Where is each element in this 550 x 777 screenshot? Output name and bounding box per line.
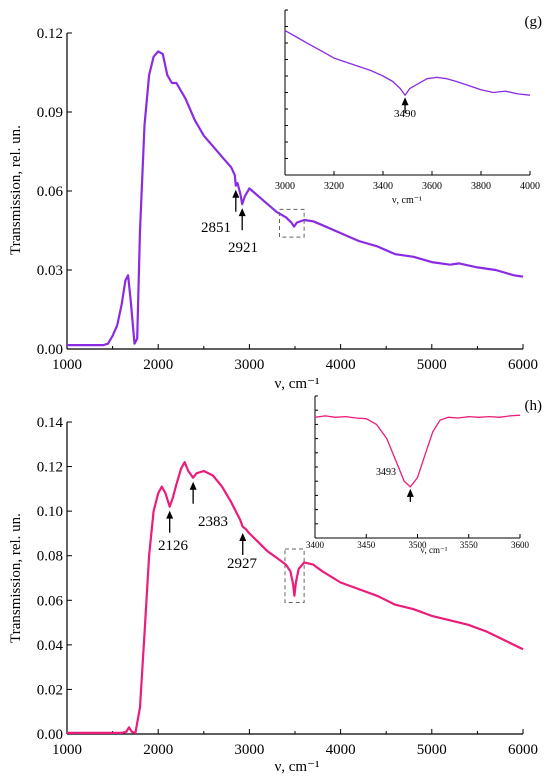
panel-h-xtick-label: 1000	[52, 742, 82, 758]
panel-g-xtick-label: 5000	[417, 357, 447, 373]
panel-g-inset-xlabel: ν, cm⁻¹	[392, 195, 422, 206]
panel-h: Transmission, rel. un. ν, cm⁻¹ (h) 2126 …	[8, 398, 542, 775]
panel-g-arrow-2921-head	[238, 208, 246, 217]
panel-h-ytick-label: 0.02	[37, 682, 63, 698]
panel-h-annotation-2383: 2383	[198, 514, 228, 530]
panel-h-inset-xlabel: ν, cm⁻¹	[420, 545, 447, 555]
panel-h-inset-annotation: 3493	[376, 467, 396, 478]
panel-h-inset-arrow-head	[406, 488, 414, 497]
panel-h-xtick-label: 3000	[234, 742, 264, 758]
panel-g-inset-xtick-label: 3000	[275, 181, 295, 192]
panel-h-xlabel: ν, cm⁻¹	[274, 759, 319, 775]
panel-h-annotation-2927: 2927	[227, 556, 258, 572]
panel-g-ytick-label: 0.09	[37, 105, 63, 121]
panel-g-label: (g)	[525, 14, 543, 30]
panel-h-annotation-2126: 2126	[158, 538, 189, 554]
panel-h-xtick-label: 2000	[143, 742, 173, 758]
panel-g-xtick-label: 3000	[234, 357, 264, 373]
panel-g-ytick-label: 0.03	[37, 263, 63, 279]
panel-g-ytick-label: 0.00	[37, 342, 63, 358]
panel-g-series-line	[67, 50, 524, 347]
panel-g-inset-xtick-label: 4000	[520, 181, 540, 192]
panel-h-arrow-2927-head	[239, 532, 247, 541]
panel-h-inset-xtick-label: 3600	[511, 540, 530, 550]
panel-g-inset-xtick-label: 3200	[324, 181, 344, 192]
panel-h-ytick-label: 0.06	[37, 593, 64, 609]
panel-h-xtick-label: 5000	[417, 742, 447, 758]
panel-h-ytick-label: 0.12	[37, 460, 63, 476]
panel-g-annotation-2921: 2921	[228, 240, 258, 256]
panel-h-ytick-label: 0.08	[37, 549, 63, 565]
panel-g-xlabel: ν, cm⁻¹	[274, 376, 319, 392]
panel-g-highlight-box	[278, 208, 305, 238]
panel-g-xtick-label: 1000	[52, 357, 82, 373]
panel-h-ytick-label: 0.00	[37, 727, 63, 743]
panel-h-inset-xtick-label: 3500	[409, 540, 428, 550]
panel-h-xtick-label: 4000	[326, 742, 356, 758]
panel-g-ylabel: Transmission, rel. un.	[8, 125, 24, 255]
panel-h-label: (h)	[525, 398, 543, 414]
panel-g-ytick-label: 0.12	[37, 26, 63, 42]
panel-g-inset-series-line	[284, 30, 531, 96]
panel-h-ylabel: Transmission, rel. un.	[8, 513, 24, 643]
panel-h-inset-xtick-label: 3400	[306, 540, 325, 550]
panel-h-ytick-label: 0.04	[37, 638, 64, 654]
panel-g-inset-annotation: 3490	[394, 108, 417, 120]
panel-g-inset-xtick-label: 3800	[471, 181, 491, 192]
panel-g-annotation-2851: 2851	[201, 220, 231, 236]
panel-g-xtick-label: 4000	[326, 357, 356, 373]
panel-g-inset-xtick-label: 3600	[422, 181, 442, 192]
panel-g-arrow-2851-head	[232, 189, 240, 198]
panel-h-arrow-2383-head	[189, 481, 197, 490]
panel-g-xtick-label: 6000	[508, 357, 538, 373]
panel-h-highlight-box	[284, 548, 305, 604]
panel-h-inset-xtick-label: 3450	[357, 540, 376, 550]
panel-h-ytick-label: 0.10	[37, 504, 63, 520]
panel-h-series-line	[67, 461, 524, 734]
panel-h-xtick-label: 6000	[508, 742, 538, 758]
panel-g-ytick-label: 0.06	[37, 184, 64, 200]
panel-g-xtick-label: 2000	[143, 357, 173, 373]
panel-g-inset-xtick-label: 3400	[373, 181, 393, 192]
panel-g: Transmission, rel. un. ν, cm⁻¹ (g) 2851 …	[8, 14, 542, 392]
panel-h-arrow-2126-head	[166, 510, 174, 519]
panel-h-ytick-label: 0.14	[37, 415, 64, 431]
panel-h-inset-series-line	[314, 414, 521, 488]
panel-g-inset-arrow-head	[401, 97, 409, 106]
panel-h-inset-xtick-label: 3550	[460, 540, 479, 550]
